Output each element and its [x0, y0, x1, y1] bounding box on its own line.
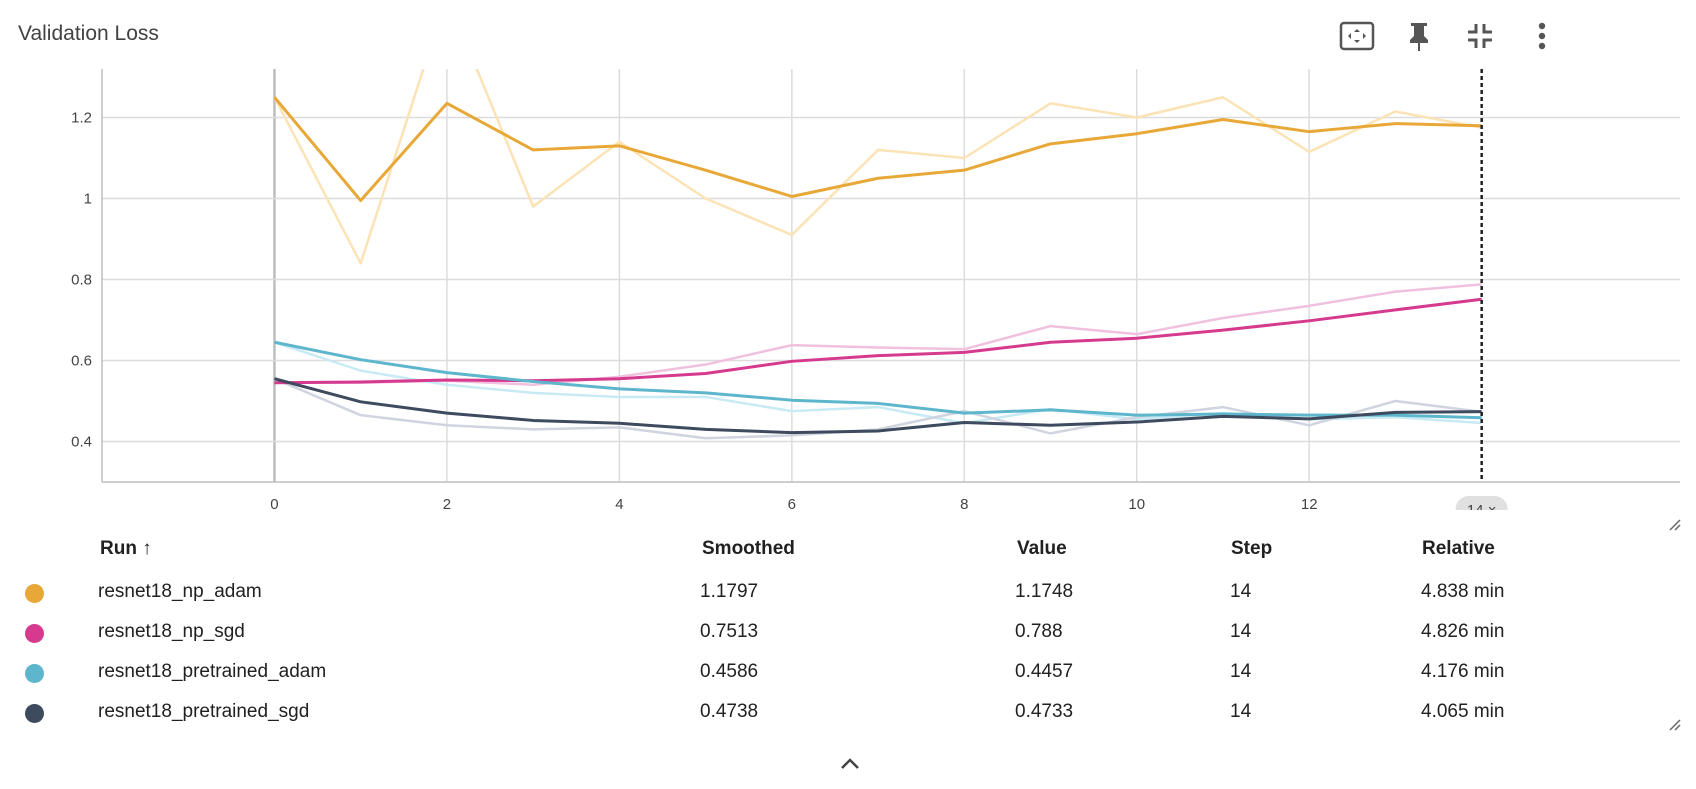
more-vert-icon[interactable] [1520, 14, 1564, 58]
y-tick-label: 0.8 [71, 272, 92, 289]
step-cursor: 14 × [1455, 69, 1508, 510]
raw-line-resnet18_np_adam [273, 69, 1482, 265]
cell-value: 0.4457 [1015, 661, 1074, 682]
pin-icon[interactable] [1397, 14, 1441, 58]
cell-step: 14 [1230, 581, 1252, 602]
cell-step: 14 [1230, 661, 1252, 682]
card-title: Validation Loss [18, 22, 159, 45]
cell-step: 14 [1230, 701, 1252, 722]
raw-line-resnet18_np_sgd [274, 283, 1482, 387]
cursor-badge[interactable] [1455, 496, 1508, 510]
table-row[interactable]: resnet18_pretrained_adam 0.4586 0.4457 14 4.… [0, 652, 1696, 692]
x-tick-label: 8 [960, 496, 968, 510]
x-tick-label: 12 [1301, 496, 1318, 510]
cell-value: 0.788 [1015, 621, 1063, 642]
cell-step: 14 [1230, 621, 1252, 642]
cell-value: 0.4733 [1015, 701, 1074, 722]
cell-relative: 4.065 min [1421, 701, 1505, 722]
x-tick-label: 0 [270, 496, 278, 510]
cell-smoothed: 1.1797 [700, 581, 759, 602]
x-tick-label: 10 [1128, 496, 1145, 510]
cell-run: resnet18_np_sgd [98, 621, 245, 642]
raw-line-resnet18_pretrained_sgd [273, 377, 1482, 440]
cell-relative: 4.826 min [1421, 621, 1505, 642]
smoothed-lines [273, 96, 1482, 435]
run-color-dot[interactable] [25, 624, 44, 643]
cell-smoothed: 0.4738 [700, 701, 759, 722]
cell-relative: 4.176 min [1421, 661, 1505, 682]
header-smoothed[interactable]: Smoothed [702, 538, 795, 559]
x-tick-label: 2 [443, 496, 451, 510]
collapse-icon[interactable] [1458, 14, 1502, 58]
cell-value: 1.1748 [1015, 581, 1074, 602]
cell-smoothed: 0.4586 [700, 661, 759, 682]
smoothed-line-resnet18_pretrained_sgd [274, 377, 1482, 435]
cell-smoothed: 0.7513 [700, 621, 759, 642]
fit-to-data-icon[interactable] [1335, 14, 1379, 58]
cell-run: resnet18_pretrained_sgd [98, 701, 310, 722]
y-tick-label: 0.6 [71, 353, 92, 370]
chevron-up-icon[interactable] [838, 752, 862, 776]
x-tick-label: 4 [615, 496, 623, 510]
table-row[interactable]: resnet18_np_adam 1.1797 1.1748 14 4.838 min [0, 572, 1696, 612]
table-row[interactable]: resnet18_np_sgd 0.7513 0.788 14 4.826 min [0, 612, 1696, 652]
header-run[interactable]: Run ↑ [100, 538, 152, 559]
header-relative[interactable]: Relative [1422, 538, 1495, 559]
cell-run: resnet18_pretrained_adam [98, 661, 327, 682]
header-step[interactable]: Step [1231, 538, 1273, 559]
x-tick-label: 6 [788, 496, 796, 510]
cursor-badge-label: 14 × [1467, 502, 1497, 510]
line-chart[interactable]: 0 2 4 6 8 10 12 0.4 0.6 0.8 1 1.2 14 × [0, 60, 1696, 510]
smoothed-line-resnet18_pretrained_adam [274, 340, 1482, 420]
smoothed-line-resnet18_np_adam [273, 96, 1482, 203]
run-color-dot[interactable] [25, 664, 44, 683]
table-resize-handle-icon[interactable] [1666, 716, 1682, 732]
chart-grid: 0 2 4 6 8 10 12 0.4 0.6 0.8 1 1.2 [71, 69, 1680, 510]
table-row[interactable]: resnet18_pretrained_sgd 0.4738 0.4733 14 4.0… [0, 692, 1696, 732]
y-tick-label: 0.4 [71, 434, 92, 451]
y-tick-label: 1.2 [71, 110, 92, 127]
chart-axes [101, 69, 1680, 483]
header-value[interactable]: Value [1017, 538, 1067, 559]
y-tick-label: 1 [84, 191, 92, 208]
cell-run: resnet18_np_adam [98, 581, 262, 602]
run-color-dot[interactable] [25, 584, 44, 603]
resize-handle-icon[interactable] [1666, 516, 1682, 532]
run-color-dot[interactable] [25, 704, 44, 723]
smoothed-line-resnet18_np_sgd [274, 297, 1482, 385]
cell-relative: 4.838 min [1421, 581, 1505, 602]
